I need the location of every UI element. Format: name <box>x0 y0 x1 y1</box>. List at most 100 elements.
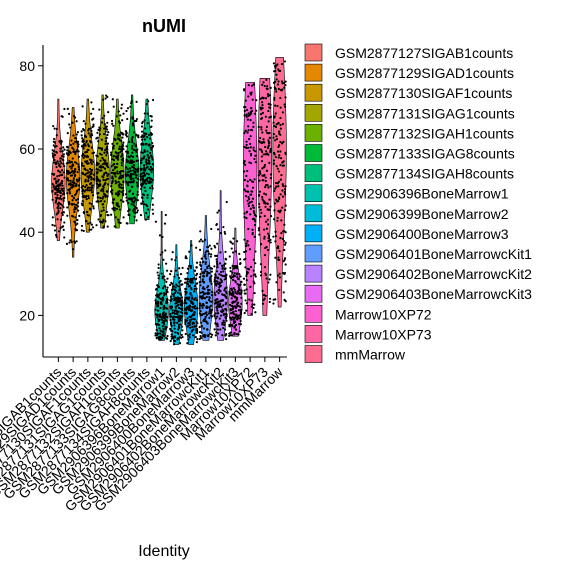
data-point <box>82 129 86 132</box>
data-point <box>215 222 218 226</box>
data-point <box>116 193 119 196</box>
data-point <box>269 241 272 244</box>
data-point <box>206 267 209 270</box>
data-point <box>117 137 120 141</box>
data-point <box>181 329 184 332</box>
data-point <box>221 334 224 337</box>
data-point <box>264 220 268 223</box>
data-point <box>88 171 91 174</box>
legend-swatch <box>304 284 323 303</box>
data-point <box>272 132 275 136</box>
data-point <box>88 207 92 210</box>
data-point <box>134 199 137 202</box>
data-point <box>61 213 64 217</box>
data-point <box>95 224 98 227</box>
data-point <box>215 290 218 293</box>
data-point <box>244 99 247 102</box>
data-point <box>104 194 107 197</box>
data-point <box>195 327 198 330</box>
data-point <box>284 96 287 99</box>
data-point <box>118 190 121 193</box>
data-point <box>281 184 285 187</box>
data-point <box>267 103 270 106</box>
data-point <box>242 161 245 165</box>
data-point <box>62 199 65 202</box>
data-point <box>268 116 271 119</box>
data-point <box>59 157 62 160</box>
data-point <box>106 128 109 131</box>
data-point <box>141 151 145 154</box>
data-point <box>146 193 149 197</box>
data-point <box>154 313 157 316</box>
data-point <box>161 296 164 299</box>
data-point <box>90 112 93 115</box>
data-point <box>106 174 109 178</box>
data-point <box>235 292 238 295</box>
data-point <box>145 172 148 175</box>
data-point <box>251 204 254 207</box>
data-point <box>55 127 58 131</box>
data-point <box>65 162 68 165</box>
data-point <box>114 225 117 228</box>
data-point <box>185 296 189 299</box>
data-point <box>91 226 95 229</box>
data-point <box>213 302 217 305</box>
data-point <box>73 182 76 185</box>
data-point <box>187 338 190 341</box>
data-point <box>133 164 136 167</box>
data-point <box>229 270 232 273</box>
data-point <box>140 187 143 191</box>
data-point <box>63 176 66 179</box>
data-point <box>278 154 281 157</box>
data-point <box>274 156 277 159</box>
data-point <box>151 212 155 215</box>
data-point <box>246 185 249 188</box>
data-point <box>246 180 249 183</box>
data-point <box>252 306 255 310</box>
data-point <box>176 313 179 316</box>
data-point <box>169 299 172 302</box>
data-point <box>111 176 114 180</box>
data-point <box>206 334 210 338</box>
data-point <box>132 124 135 127</box>
data-point <box>150 181 153 184</box>
data-point <box>119 150 122 153</box>
data-point <box>63 148 66 151</box>
data-point <box>176 337 179 340</box>
data-point <box>112 198 115 201</box>
data-point <box>247 268 251 271</box>
data-point <box>244 244 248 248</box>
data-point <box>112 147 115 150</box>
data-point <box>214 282 217 285</box>
data-point <box>63 165 66 168</box>
data-point <box>126 167 129 171</box>
data-point <box>198 337 201 341</box>
data-point <box>272 298 275 301</box>
data-point <box>263 200 266 203</box>
data-point <box>231 242 234 245</box>
violin-points-2 <box>65 107 81 251</box>
data-point <box>74 223 77 227</box>
data-point <box>177 310 180 313</box>
data-point <box>248 197 251 201</box>
data-point <box>173 309 177 312</box>
data-point <box>205 313 208 317</box>
data-point <box>103 151 106 154</box>
data-point <box>264 176 267 179</box>
data-point <box>102 98 105 101</box>
data-point <box>179 319 182 322</box>
data-point <box>142 182 145 185</box>
data-point <box>243 289 246 292</box>
data-point <box>130 102 133 105</box>
data-point <box>150 115 153 118</box>
data-point <box>203 255 206 258</box>
data-point <box>120 164 123 167</box>
data-point <box>245 143 248 147</box>
y-tick-label: 40 <box>19 224 35 240</box>
data-point <box>195 341 198 344</box>
data-point <box>170 258 173 261</box>
data-point <box>96 131 99 134</box>
data-point <box>173 336 177 339</box>
data-point <box>99 159 102 162</box>
data-point <box>243 250 246 254</box>
